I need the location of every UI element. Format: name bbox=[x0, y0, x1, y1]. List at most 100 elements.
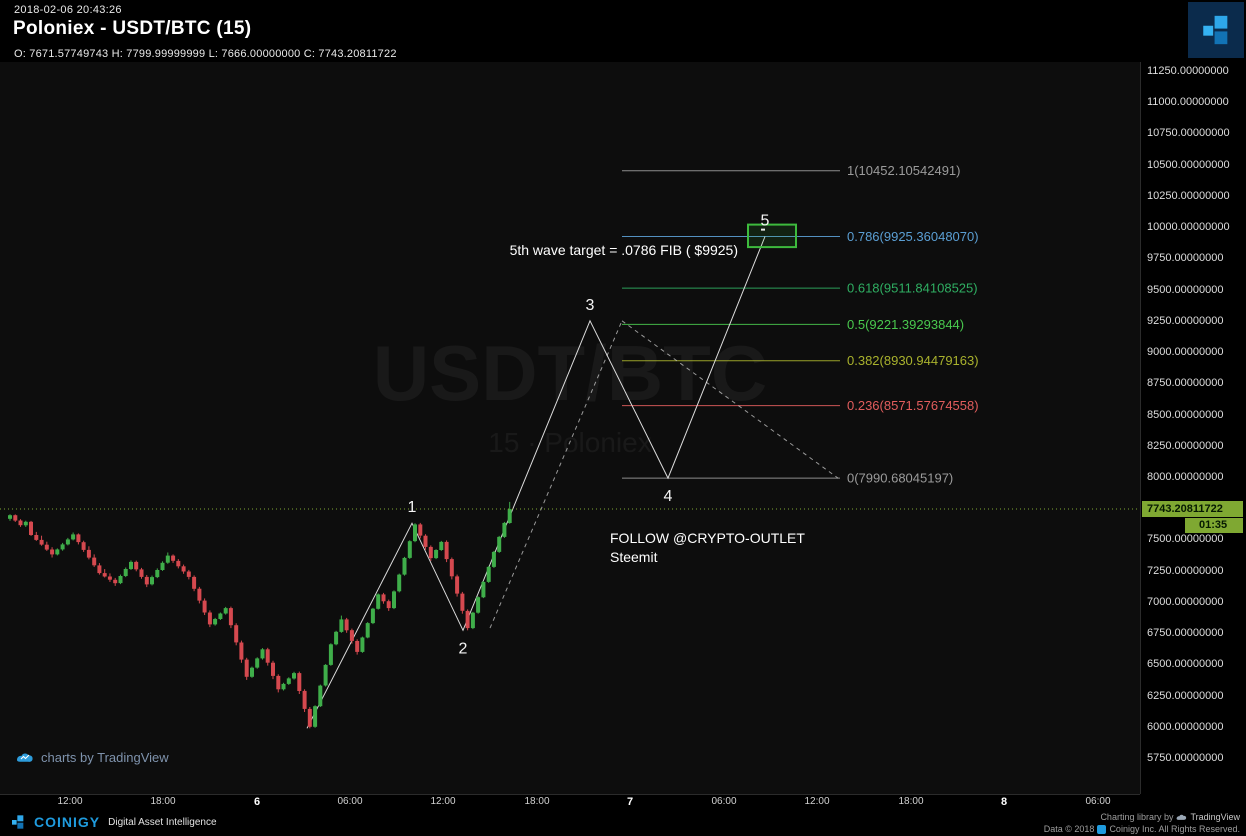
time-tick: 8 bbox=[1000, 796, 1008, 808]
candle-body bbox=[29, 521, 33, 535]
candle-body bbox=[123, 569, 128, 576]
candle-body bbox=[171, 555, 176, 561]
candle-body bbox=[8, 515, 12, 519]
candle-body bbox=[476, 597, 481, 613]
candle-body bbox=[323, 664, 328, 686]
candle-body bbox=[213, 619, 218, 625]
follow-annotation: FOLLOW @CRYPTO-OUTLET Steemit bbox=[610, 530, 805, 565]
fib-level-label: 0(7990.68045197) bbox=[847, 471, 953, 486]
tradingview-mini-icon bbox=[1177, 814, 1187, 820]
candle-body bbox=[491, 551, 496, 567]
fib-anchor-dashed-line[interactable] bbox=[489, 320, 623, 629]
price-tick: 5750.00000000 bbox=[1147, 752, 1224, 764]
price-tick: 11000.00000000 bbox=[1147, 96, 1229, 108]
candle-body bbox=[276, 675, 281, 690]
candle-body bbox=[102, 573, 107, 577]
candle-body bbox=[507, 509, 512, 523]
candle-body bbox=[413, 524, 417, 542]
wave-label-3[interactable]: 3 bbox=[586, 297, 595, 314]
coinigy-tagline: Digital Asset Intelligence bbox=[108, 816, 217, 828]
candle-body bbox=[502, 522, 507, 537]
price-tick: 6250.00000000 bbox=[1147, 690, 1224, 702]
time-tick: 12:00 bbox=[430, 796, 456, 807]
candle-body bbox=[134, 561, 139, 570]
candle-body bbox=[165, 555, 170, 563]
candle-body bbox=[381, 594, 386, 602]
candle-body bbox=[202, 600, 207, 613]
price-tick: 11250.00000000 bbox=[1147, 65, 1229, 77]
candle-body bbox=[481, 581, 486, 598]
time-tick: 18:00 bbox=[524, 796, 550, 807]
candle-body bbox=[260, 649, 265, 659]
candle-body bbox=[76, 534, 81, 543]
candle-body bbox=[71, 534, 76, 540]
ohlc-readout: O: 7671.57749743 H: 7799.99999999 L: 766… bbox=[14, 48, 397, 60]
charting-credit[interactable]: Charting library by TradingView bbox=[1100, 812, 1240, 822]
candle-body bbox=[65, 539, 70, 545]
candle-body bbox=[302, 690, 307, 709]
elliott-wave-line[interactable] bbox=[306, 236, 766, 729]
candle-body bbox=[139, 569, 144, 577]
candle-body bbox=[365, 623, 370, 638]
time-axis[interactable]: 12:00 18:00 6 06:00 12:00 18:00 7 06:00 12:00 18:… bbox=[0, 794, 1140, 810]
candle-body bbox=[144, 576, 149, 585]
time-tick: 7 bbox=[626, 796, 634, 808]
fib-level-label: 0.236(8571.57674558) bbox=[847, 398, 979, 413]
chart-canvas[interactable]: 1(10452.10542491) 0.786(9925.36048070) 0.6… bbox=[0, 62, 1140, 794]
price-tick: 6500.00000000 bbox=[1147, 658, 1224, 670]
price-tick: 6750.00000000 bbox=[1147, 627, 1224, 639]
candle-body bbox=[465, 610, 470, 629]
price-tick: 6000.00000000 bbox=[1147, 721, 1224, 733]
time-tick: 18:00 bbox=[898, 796, 924, 807]
candle-body bbox=[192, 576, 197, 589]
time-tick: 18:00 bbox=[150, 796, 176, 807]
candle-body bbox=[423, 535, 428, 547]
candle-body bbox=[55, 549, 60, 555]
candle-body bbox=[455, 576, 460, 594]
coinigy-footer-icon bbox=[12, 815, 24, 829]
time-tick: 06:00 bbox=[711, 796, 737, 807]
candle-body bbox=[23, 521, 28, 526]
candle-body bbox=[234, 625, 239, 643]
tradingview-icon bbox=[17, 752, 33, 762]
candle-body bbox=[160, 562, 165, 570]
candle-body bbox=[129, 561, 133, 569]
fib-anchor-dashed-line[interactable] bbox=[621, 320, 839, 479]
candle-body bbox=[328, 644, 333, 665]
tradingview-attribution[interactable]: charts by TradingView bbox=[16, 750, 169, 765]
price-tick: 8500.00000000 bbox=[1147, 409, 1224, 421]
candle-body bbox=[439, 541, 444, 550]
candle-body bbox=[197, 588, 202, 601]
price-tick: 7250.00000000 bbox=[1147, 565, 1224, 577]
candle-body bbox=[386, 601, 391, 609]
wave-label-5[interactable]: 5 bbox=[761, 213, 770, 230]
candle-body bbox=[407, 541, 412, 558]
candle-body bbox=[313, 706, 318, 727]
target-box-marker bbox=[761, 228, 765, 231]
price-tick: 9500.00000000 bbox=[1147, 284, 1224, 296]
wave-label-2[interactable]: 2 bbox=[459, 640, 468, 657]
candle-body bbox=[181, 566, 186, 572]
price-tick: 10250.00000000 bbox=[1147, 190, 1230, 202]
candle-body bbox=[34, 535, 39, 540]
candle-body bbox=[265, 649, 270, 663]
data-credit[interactable]: Data © 2018 Coinigy Inc. All Rights Rese… bbox=[1043, 824, 1240, 834]
candle-body bbox=[155, 570, 160, 578]
price-tick: 8000.00000000 bbox=[1147, 471, 1224, 483]
candle-body bbox=[470, 612, 475, 629]
wave-label-1[interactable]: 1 bbox=[408, 499, 417, 516]
price-axis[interactable]: 11250.00000000 11000.00000000 10750.000000… bbox=[1140, 62, 1246, 794]
wave-label-4[interactable]: 4 bbox=[664, 488, 673, 505]
candle-body bbox=[97, 565, 102, 574]
price-tick: 9000.00000000 bbox=[1147, 346, 1224, 358]
wave5-target-box[interactable] bbox=[747, 223, 797, 249]
coinigy-brand[interactable]: COINIGY Digital Asset Intelligence bbox=[10, 814, 217, 830]
time-tick: 12:00 bbox=[57, 796, 83, 807]
price-tick: 8250.00000000 bbox=[1147, 440, 1224, 452]
coinigy-logo-icon[interactable] bbox=[1188, 2, 1244, 58]
candlestick-chart[interactable]: USDT/BTC 15 · Poloniex 1(10452.10542491)… bbox=[0, 62, 1140, 794]
candle-body bbox=[349, 630, 354, 641]
candle-body bbox=[207, 612, 212, 625]
price-tick: 9750.00000000 bbox=[1147, 252, 1224, 264]
candle-body bbox=[344, 619, 349, 631]
